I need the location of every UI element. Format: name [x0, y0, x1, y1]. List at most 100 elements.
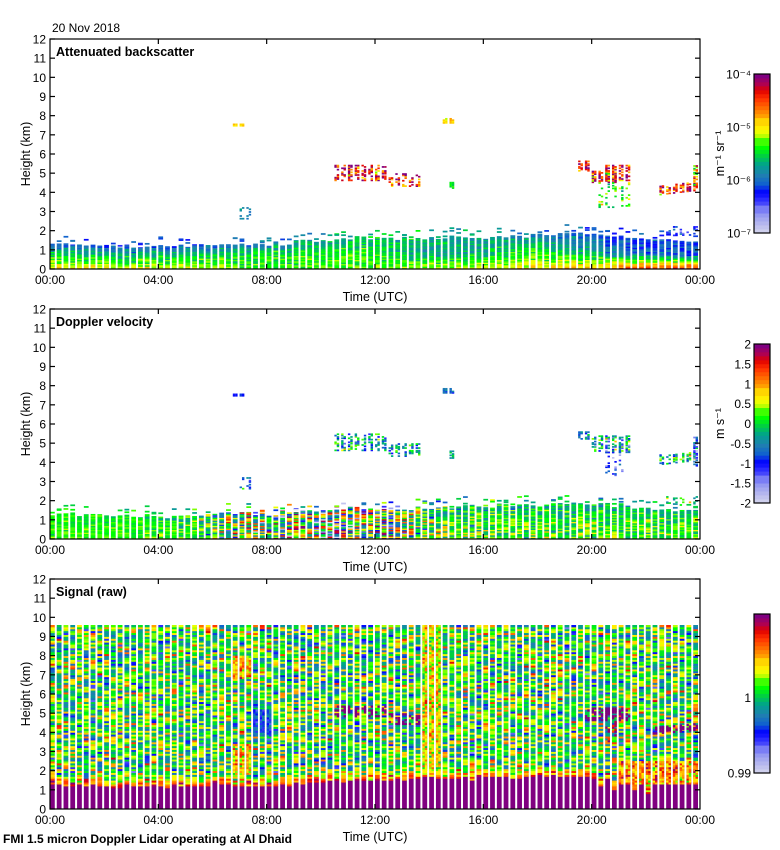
- heatmap-cell: [435, 507, 441, 509]
- heatmap-cell: [347, 264, 353, 267]
- heatmap-cell: [320, 248, 326, 252]
- heatmap-cell: [503, 504, 509, 506]
- heatmap-cell: [368, 436, 371, 438]
- heatmap-cell: [693, 260, 698, 263]
- heatmap-cell: [429, 238, 434, 240]
- profile-column: [537, 506, 543, 540]
- heatmap-cell: [503, 264, 509, 267]
- heatmap-cell: [341, 262, 346, 265]
- heatmap-cell: [124, 247, 130, 250]
- heatmap-cell: [131, 258, 137, 262]
- heatmap-cell: [56, 263, 62, 266]
- heatmap-cell: [293, 251, 299, 254]
- heatmap-cell: [334, 176, 337, 179]
- heatmap-cell: [442, 246, 448, 248]
- heatmap-cell: [70, 512, 76, 516]
- heatmap-cell: [320, 256, 326, 261]
- heatmap-cell: [672, 251, 678, 254]
- heatmap-cell: [151, 532, 157, 535]
- heatmap-cell: [598, 200, 601, 203]
- heatmap-cell: [77, 256, 82, 259]
- heatmap-cell: [679, 242, 685, 244]
- heatmap-cell: [90, 246, 96, 248]
- heatmap-cell: [368, 433, 371, 436]
- heatmap-cell: [239, 513, 245, 516]
- heatmap-cell: [239, 262, 245, 265]
- heatmap-cell: [598, 240, 604, 243]
- heatmap-cell: [449, 262, 455, 266]
- heatmap-cell: [286, 247, 292, 250]
- heatmap-cell: [171, 516, 177, 518]
- heatmap-cell: [354, 254, 360, 256]
- heatmap-cell: [632, 255, 638, 258]
- heatmap-cell: [248, 483, 252, 486]
- heatmap-cell: [239, 238, 245, 241]
- heatmap-cell: [97, 262, 103, 265]
- heatmap-cell: [693, 264, 698, 267]
- profile-column: [70, 239, 76, 270]
- heatmap-cell: [198, 252, 204, 255]
- heatmap-cell: [381, 239, 387, 243]
- heatmap-cell: [530, 258, 536, 261]
- heatmap-cell: [56, 258, 62, 261]
- heatmap-cell: [449, 185, 452, 188]
- heatmap-cell: [611, 206, 615, 209]
- heatmap-cell: [361, 509, 367, 510]
- heatmap-cell: [605, 450, 608, 452]
- colorbar-band: [754, 197, 770, 202]
- heatmap-cell: [253, 260, 258, 263]
- heatmap-cell: [375, 251, 380, 255]
- heatmap-cell: [693, 181, 696, 183]
- heatmap-cell: [688, 234, 692, 236]
- heatmap-cell: [652, 501, 658, 503]
- heatmap-cell: [605, 256, 610, 259]
- heatmap-cell: [350, 436, 353, 438]
- heatmap-cell: [361, 176, 364, 179]
- profile-column: [605, 435, 610, 540]
- heatmap-cell: [510, 252, 516, 255]
- profile-column: [645, 501, 651, 540]
- heatmap-cell: [672, 246, 678, 248]
- heatmap-cell: [384, 178, 387, 180]
- heatmap-cell: [397, 179, 401, 182]
- heatmap-cell: [435, 240, 441, 243]
- y-tick-label: 2: [39, 224, 46, 238]
- heatmap-cell: [241, 123, 245, 126]
- colorbar-frame: [753, 73, 771, 234]
- heatmap-cell: [63, 513, 69, 514]
- heatmap-cell: [124, 532, 130, 535]
- heatmap-cell: [259, 529, 265, 532]
- colorbar-band: [754, 149, 770, 154]
- heatmap-cell: [377, 433, 380, 436]
- profile-column: [341, 164, 346, 270]
- heatmap-cell: [618, 238, 624, 240]
- heatmap-cell: [659, 266, 665, 269]
- heatmap-cell: [469, 528, 475, 532]
- heatmap-cell: [686, 254, 692, 256]
- heatmap-cell: [523, 252, 529, 255]
- heatmap-cell: [138, 243, 143, 246]
- heatmap-cell: [377, 448, 380, 450]
- heatmap-cell: [90, 250, 96, 252]
- heatmap-cell: [286, 264, 292, 269]
- heatmap-cell: [564, 255, 570, 258]
- heatmap-cell: [693, 262, 698, 265]
- heatmap-cell: [578, 263, 583, 266]
- heatmap-cell: [625, 204, 628, 207]
- heatmap-cell: [104, 248, 109, 251]
- heatmap-cell: [368, 172, 371, 175]
- heatmap-cell: [259, 240, 265, 242]
- heatmap-cell: [192, 518, 197, 521]
- heatmap-cell: [591, 258, 597, 261]
- heatmap-cell: [666, 513, 671, 517]
- heatmap-cell: [370, 166, 373, 168]
- heatmap-cell: [449, 258, 455, 261]
- heatmap-cell: [226, 262, 231, 265]
- heatmap-cell: [625, 244, 631, 247]
- heatmap-cell: [219, 250, 225, 252]
- heatmap-cell: [192, 244, 197, 246]
- heatmap-cell: [564, 262, 570, 265]
- heatmap-cell: [212, 522, 218, 525]
- heatmap-cell: [151, 263, 157, 266]
- heatmap-cell: [198, 262, 204, 265]
